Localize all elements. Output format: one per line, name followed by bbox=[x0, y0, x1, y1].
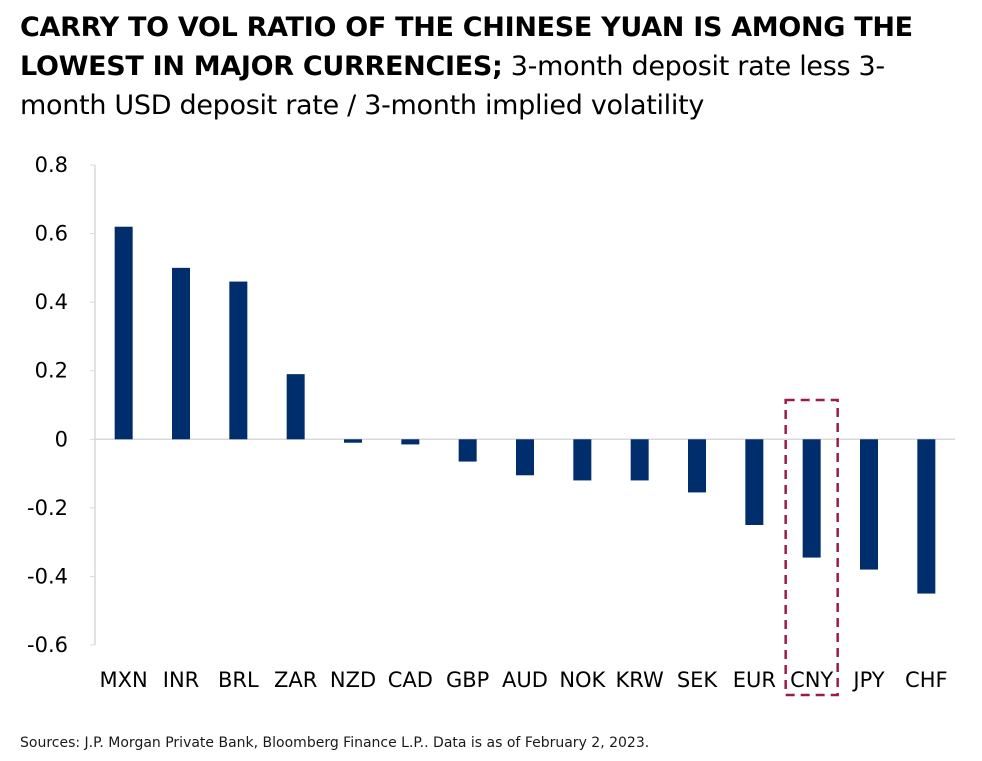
y-tick-label: 0.6 bbox=[35, 222, 68, 246]
x-tick-label: JPY bbox=[851, 668, 884, 692]
y-tick-label: -0.6 bbox=[27, 633, 68, 657]
y-tick-label: 0 bbox=[55, 427, 68, 451]
x-tick-label: CHF bbox=[905, 668, 948, 692]
y-tick-label: 0.2 bbox=[35, 359, 68, 383]
bar-zar bbox=[286, 374, 305, 440]
x-tick-label: BRL bbox=[218, 668, 259, 692]
y-tick-label: 0.8 bbox=[35, 153, 68, 177]
bar-sek bbox=[688, 439, 706, 493]
bar-chf bbox=[917, 439, 936, 594]
cny-highlight-box bbox=[784, 398, 839, 697]
x-tick-label: NOK bbox=[559, 668, 606, 692]
source-note: Sources: J.P. Morgan Private Bank, Bloom… bbox=[20, 735, 650, 751]
x-tick-label: ZAR bbox=[274, 668, 317, 692]
x-tick-label: AUD bbox=[502, 668, 548, 692]
bar-cny bbox=[802, 439, 821, 558]
x-tick-label: INR bbox=[163, 668, 200, 692]
bar-eur bbox=[745, 439, 764, 525]
bar-gbp bbox=[458, 439, 477, 462]
bar-chart: 0.8 0.6 0.4 0.2 0 -0.2 -0.4 -0.6 MXN INR BRL ZAR NZ… bbox=[27, 153, 955, 697]
bars bbox=[114, 226, 936, 594]
y-tick-label: 0.4 bbox=[35, 290, 68, 314]
bar-nok bbox=[573, 439, 592, 481]
y-axis: 0.8 0.6 0.4 0.2 0 -0.2 -0.4 -0.6 bbox=[27, 153, 955, 657]
bar-jpy bbox=[860, 439, 878, 570]
y-tick-label: -0.4 bbox=[27, 564, 68, 588]
x-tick-label: KRW bbox=[616, 668, 665, 692]
x-axis-labels: MXN INR BRL ZAR NZD CAD GBP AUD NOK KRW SEK EUR CNY J… bbox=[100, 668, 948, 692]
x-tick-label: CAD bbox=[388, 668, 433, 692]
x-tick-label: GBP bbox=[446, 668, 489, 692]
bar-aud bbox=[516, 439, 534, 476]
bar-nzd bbox=[344, 439, 362, 443]
x-tick-label: SEK bbox=[677, 668, 719, 692]
title-subtitle-text: 3-month deposit rate less 3-month USD de… bbox=[20, 51, 885, 121]
chart-title: CARRY TO VOL RATIO OF THE CHINESE YUAN I… bbox=[20, 8, 970, 125]
bar-brl bbox=[229, 281, 248, 440]
x-tick-label: CNY bbox=[790, 668, 833, 692]
bar-krw bbox=[630, 439, 649, 481]
x-tick-label: MXN bbox=[100, 668, 148, 692]
x-tick-label: EUR bbox=[733, 668, 776, 692]
bar-inr bbox=[172, 267, 190, 440]
bar-mxn bbox=[114, 226, 133, 440]
x-tick-label: NZD bbox=[330, 668, 376, 692]
highlight-box bbox=[784, 398, 839, 697]
y-tick-label: -0.2 bbox=[27, 496, 68, 520]
bar-cad bbox=[401, 439, 420, 445]
title-bold-text: CARRY TO VOL RATIO OF THE CHINESE YUAN I… bbox=[20, 12, 913, 82]
